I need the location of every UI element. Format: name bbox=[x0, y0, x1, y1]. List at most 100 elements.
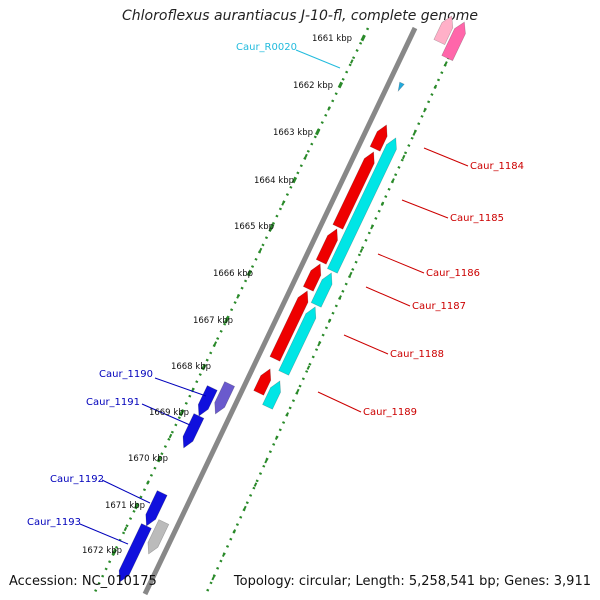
leader-line bbox=[295, 49, 341, 69]
gene-label-caur-1190[interactable]: Caur_1190 bbox=[99, 369, 153, 380]
outer-tick bbox=[359, 248, 364, 253]
topology-text: Topology: circular; Length: 5,258,541 bp… bbox=[233, 574, 591, 589]
gene-grey bbox=[147, 519, 170, 555]
major-tick bbox=[269, 223, 275, 231]
outer-tick bbox=[327, 318, 332, 324]
scale-label: 1662 kbp bbox=[293, 81, 333, 91]
minor-tick bbox=[213, 341, 218, 346]
minor-tick bbox=[327, 106, 331, 111]
major-tick bbox=[315, 128, 321, 136]
gene-label-caur-1192[interactable]: Caur_1192 bbox=[50, 474, 104, 485]
dotted-ring bbox=[92, 27, 370, 595]
outer-tick bbox=[296, 388, 300, 394]
gene-cyan-4 bbox=[262, 380, 281, 410]
minor-tick bbox=[123, 526, 128, 532]
minor-tick bbox=[350, 59, 354, 64]
scale-labels: 1661 kbp 1662 kbp 1663 kbp 1664 kbp 1665… bbox=[82, 34, 352, 556]
outer-tick bbox=[370, 224, 374, 230]
gene-caur-1185 bbox=[332, 151, 375, 230]
gene-blue-extra bbox=[182, 413, 205, 449]
outer-tick bbox=[211, 575, 215, 581]
accession-text: Accession: NC_010175 bbox=[9, 574, 157, 589]
gene-cyan-2 bbox=[310, 272, 333, 308]
leader-line bbox=[377, 253, 425, 274]
scale-label: 1661 kbp bbox=[312, 34, 352, 44]
gene-label-caur-1185[interactable]: Caur_1185 bbox=[450, 213, 504, 224]
major-tick bbox=[133, 502, 140, 510]
gene-cyan-1 bbox=[326, 137, 397, 274]
leader-line bbox=[317, 391, 362, 413]
outer-tick bbox=[243, 505, 247, 511]
gene-label-caur-1184[interactable]: Caur_1184 bbox=[470, 161, 524, 172]
outer-tick bbox=[285, 412, 289, 417]
major-tick bbox=[111, 548, 117, 556]
gene-features bbox=[118, 15, 466, 583]
gene-label-caur-r0020[interactable]: Caur_R0020 bbox=[236, 42, 297, 53]
gene-cyan-3 bbox=[278, 306, 317, 376]
outer-tick bbox=[380, 201, 385, 207]
genome-backbone bbox=[142, 26, 418, 596]
scale-label: 1665 kbp bbox=[234, 222, 274, 232]
outer-tick bbox=[348, 271, 353, 277]
gene-pink bbox=[441, 21, 466, 62]
gene-caur-1192 bbox=[145, 490, 168, 527]
gene-caur-1191 bbox=[197, 385, 218, 417]
gene-label-caur-1191[interactable]: Caur_1191 bbox=[86, 397, 140, 408]
gene-label-caur-1186[interactable]: Caur_1186 bbox=[426, 268, 480, 279]
gene-label-caur-1193[interactable]: Caur_1193 bbox=[27, 517, 81, 528]
minor-tick bbox=[168, 433, 173, 439]
scale-label: 1670 kbp bbox=[128, 454, 168, 464]
leader-line bbox=[365, 286, 411, 307]
outer-tick bbox=[412, 131, 417, 136]
scale-label: 1663 kbp bbox=[273, 128, 313, 138]
leader-line bbox=[343, 334, 389, 355]
gene-caur-1189 bbox=[253, 368, 272, 396]
minor-tick bbox=[281, 201, 285, 206]
outer-tick bbox=[274, 435, 279, 441]
outer-tick bbox=[401, 154, 406, 160]
outer-tick bbox=[444, 61, 448, 66]
outer-tick bbox=[253, 482, 258, 487]
scale-ticks bbox=[111, 34, 366, 556]
major-tick bbox=[156, 455, 162, 463]
outer-tick bbox=[221, 552, 226, 558]
map-title: Chloroflexus aurantiacus J-10-fl, comple… bbox=[122, 8, 478, 24]
gene-caur-r0020 bbox=[397, 81, 405, 93]
scale-label: 1668 kbp bbox=[171, 362, 211, 372]
gene-caur-1193 bbox=[118, 523, 152, 583]
leader-line bbox=[101, 479, 151, 504]
gene-caur-1190 bbox=[214, 381, 236, 415]
gene-label-caur-1187[interactable]: Caur_1187 bbox=[412, 301, 466, 312]
gene-caur-1187 bbox=[302, 263, 322, 292]
leader-line bbox=[79, 523, 129, 545]
scale-label: 1669 kbp bbox=[149, 408, 189, 418]
gene-label-caur-1189[interactable]: Caur_1189 bbox=[363, 407, 417, 418]
gene-caur-1188 bbox=[269, 290, 309, 362]
major-tick bbox=[201, 363, 207, 371]
leader-line bbox=[423, 147, 469, 167]
gene-caur-1184 bbox=[369, 124, 388, 152]
gene-pink-light bbox=[433, 15, 454, 46]
major-tick bbox=[246, 269, 253, 277]
label-leaders bbox=[79, 49, 469, 545]
scale-label: 1672 kbp bbox=[82, 546, 122, 556]
outer-tick bbox=[232, 529, 237, 534]
gene-label-caur-1188[interactable]: Caur_1188 bbox=[390, 349, 444, 360]
outer-tick bbox=[423, 107, 427, 113]
dotted-rings bbox=[92, 27, 464, 595]
minor-tick bbox=[304, 153, 308, 159]
minor-tick bbox=[146, 480, 150, 485]
scale-label: 1664 kbp bbox=[254, 176, 294, 186]
outer-tick bbox=[338, 295, 342, 300]
scale-label: 1666 kbp bbox=[213, 269, 253, 279]
major-tick bbox=[360, 34, 366, 42]
minor-tick bbox=[236, 294, 240, 299]
outer-tick bbox=[306, 365, 311, 370]
major-tick bbox=[337, 81, 344, 89]
major-tick bbox=[178, 409, 185, 417]
leader-line bbox=[141, 403, 191, 426]
gene-caur-1186 bbox=[315, 228, 338, 265]
outer-tick bbox=[391, 178, 395, 183]
leader-line bbox=[154, 377, 207, 397]
